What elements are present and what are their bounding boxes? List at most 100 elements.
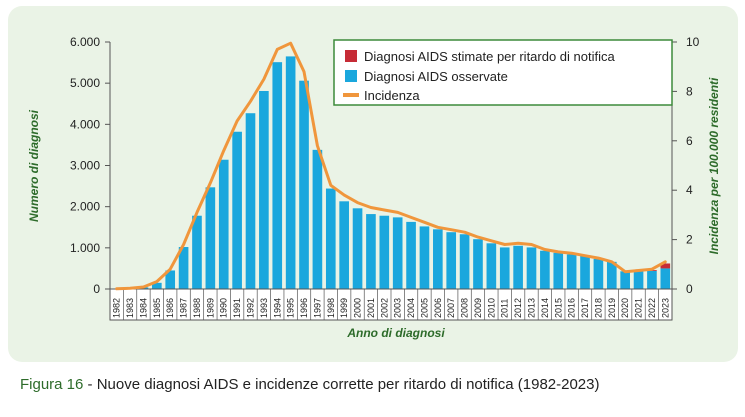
x-tick-label: 2010 bbox=[486, 298, 496, 318]
x-tick-label: 2002 bbox=[379, 298, 389, 318]
x-tick-label: 1987 bbox=[179, 298, 189, 318]
x-tick-label: 1988 bbox=[192, 298, 202, 318]
x-tick-label: 1992 bbox=[246, 298, 256, 318]
y-tick-label: 4.000 bbox=[70, 117, 100, 131]
bar-observed-2023 bbox=[660, 268, 671, 289]
figure-caption: Figura 16 - Nuove diagnosi AIDS e incide… bbox=[20, 376, 600, 393]
x-tick-label: 2011 bbox=[500, 299, 510, 318]
bar-observed-1985 bbox=[152, 282, 162, 289]
bar-observed-2018 bbox=[593, 258, 604, 289]
x-tick-label: 2021 bbox=[634, 298, 644, 318]
x-tick-label: 1993 bbox=[259, 298, 269, 318]
y2-tick-label: 10 bbox=[686, 35, 700, 49]
x-tick-label: 2017 bbox=[580, 298, 590, 318]
x-tick-label: 2013 bbox=[527, 298, 537, 318]
bar-observed-2019 bbox=[606, 261, 617, 289]
x-tick-label: 2015 bbox=[553, 298, 563, 318]
x-tick-label: 1994 bbox=[272, 298, 282, 318]
bar-observed-2015 bbox=[553, 252, 564, 289]
x-tick-label: 2007 bbox=[446, 298, 456, 318]
bar-observed-1992 bbox=[245, 113, 256, 290]
bar-observed-1988 bbox=[192, 215, 202, 289]
x-tick-label: 1986 bbox=[165, 298, 175, 318]
bar-observed-2022 bbox=[647, 270, 657, 289]
bar-observed-1986 bbox=[165, 270, 176, 289]
y-tick-label: 3.000 bbox=[70, 159, 100, 173]
bar-observed-2005 bbox=[419, 226, 430, 289]
bar-observed-1993 bbox=[259, 90, 269, 289]
bar-observed-2011 bbox=[499, 247, 510, 289]
bar-observed-2014 bbox=[540, 250, 550, 289]
legend-swatch-observed bbox=[345, 70, 357, 82]
bar-observed-1996 bbox=[299, 80, 309, 290]
figure-caption-text: - Nuove diagnosi AIDS e incidenze corret… bbox=[83, 376, 600, 393]
x-tick-label: 1995 bbox=[286, 298, 296, 318]
y-tick-label: 1.000 bbox=[70, 241, 100, 255]
y-tick-label: 6.000 bbox=[70, 35, 100, 49]
x-tick-label: 2004 bbox=[406, 298, 416, 318]
y-tick-label: 0 bbox=[93, 282, 100, 296]
bar-observed-2000 bbox=[352, 208, 363, 289]
bar-observed-2012 bbox=[513, 245, 523, 289]
x-axis-label: Anno di diagnosi bbox=[346, 326, 445, 340]
bar-observed-1987 bbox=[178, 247, 189, 289]
figure-label: Figura 16 bbox=[20, 376, 84, 393]
bar-observed-2007 bbox=[446, 232, 457, 289]
y2-tick-label: 6 bbox=[686, 134, 693, 148]
legend-label-estimated: Diagnosi AIDS stimate per ritardo di not… bbox=[364, 49, 615, 64]
bars-layer bbox=[111, 56, 671, 290]
x-tick-label: 1985 bbox=[152, 298, 162, 318]
bar-observed-1995 bbox=[285, 56, 296, 290]
y-axis-label: Numero di diagnosi bbox=[27, 109, 41, 222]
x-tick-label: 2016 bbox=[567, 298, 577, 318]
bar-observed-2006 bbox=[433, 229, 443, 289]
x-tick-label: 1998 bbox=[326, 298, 336, 318]
bar-observed-1998 bbox=[325, 188, 336, 289]
bar-estimated-2023 bbox=[660, 263, 671, 269]
y2-tick-label: 0 bbox=[686, 282, 693, 296]
bar-observed-2003 bbox=[392, 217, 403, 289]
x-tick-label: 2000 bbox=[353, 298, 363, 318]
x-tick-label: 2023 bbox=[660, 298, 670, 318]
bar-observed-1997 bbox=[312, 149, 323, 289]
x-tick-label: 2006 bbox=[433, 298, 443, 318]
y2-tick-label: 8 bbox=[686, 84, 693, 98]
y2-tick-label: 4 bbox=[686, 183, 693, 197]
legend-label-incidence: Incidenza bbox=[364, 88, 420, 103]
x-tick-label: 2005 bbox=[419, 298, 429, 318]
legend-swatch-incidence bbox=[343, 93, 359, 97]
bar-observed-1994 bbox=[272, 62, 283, 290]
bar-observed-2013 bbox=[526, 247, 537, 289]
legend-label-observed: Diagnosi AIDS osservate bbox=[364, 69, 508, 84]
x-tick-label: 1984 bbox=[138, 298, 148, 318]
bar-observed-1991 bbox=[232, 131, 242, 289]
x-tick-label: 2001 bbox=[366, 298, 376, 318]
y-tick-label: 2.000 bbox=[70, 200, 100, 214]
bar-observed-1999 bbox=[339, 201, 349, 289]
y2-tick-label: 2 bbox=[686, 233, 693, 247]
y-tick-label: 5.000 bbox=[70, 76, 100, 90]
bar-observed-2016 bbox=[566, 254, 577, 289]
x-tick-label: 1991 bbox=[232, 298, 242, 318]
x-tick-label: 1982 bbox=[112, 298, 122, 318]
x-tick-label: 1989 bbox=[205, 298, 215, 318]
x-tick-label: 2003 bbox=[393, 298, 403, 318]
bar-observed-2001 bbox=[366, 214, 376, 289]
legend: Diagnosi AIDS stimate per ritardo di not… bbox=[333, 39, 673, 106]
x-tick-label: 1997 bbox=[312, 298, 322, 318]
x-tick-label: 2008 bbox=[460, 298, 470, 318]
chart: 0 1.000 2.000 3.000 4.000 5.000 6.000 0 2 4 6 8 10 19… bbox=[27, 35, 721, 340]
bar-observed-2021 bbox=[633, 271, 644, 289]
x-tick-label: 1990 bbox=[219, 298, 229, 318]
y2-axis-label: Incidenza per 100.000 residenti bbox=[707, 77, 721, 254]
x-tick-label: 2018 bbox=[593, 298, 603, 318]
bar-observed-2017 bbox=[580, 255, 590, 289]
incidence-line bbox=[115, 41, 667, 291]
x-tick-label: 2014 bbox=[540, 298, 550, 318]
bar-observed-2020 bbox=[620, 271, 630, 289]
x-tick-label: 2022 bbox=[647, 298, 657, 318]
bar-observed-1989 bbox=[205, 187, 216, 289]
axes-layer: 0 1.000 2.000 3.000 4.000 5.000 6.000 0 2 4 6 8 10 19… bbox=[70, 35, 700, 321]
bar-observed-2010 bbox=[486, 243, 497, 289]
bar-observed-1990 bbox=[218, 159, 229, 289]
